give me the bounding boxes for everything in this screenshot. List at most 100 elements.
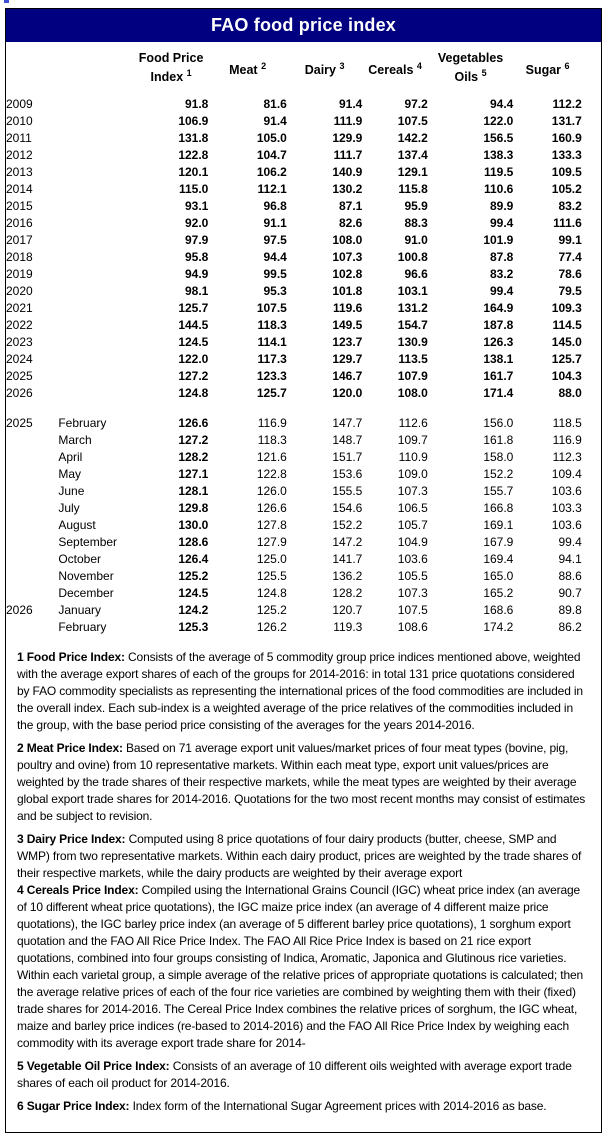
value-cell: 112.1: [257, 181, 287, 196]
value-cell: 122.8: [256, 466, 287, 481]
footnote: 4 Cereals Price Index: Compiled using th…: [17, 882, 590, 1052]
section-gap: [6, 401, 601, 414]
spacer-cell: [582, 248, 601, 265]
table-row: December 124.5 124.8 128.2 107.3 165.2 90.7: [6, 584, 601, 601]
value-cell: 169.1: [483, 517, 514, 532]
column-header-footnote-ref: 3: [339, 60, 345, 71]
value-cell: 125.7: [551, 351, 582, 366]
spacer-cell: [582, 282, 601, 299]
value-cell: 155.5: [332, 483, 363, 498]
value-cell: 96.8: [263, 198, 287, 213]
year-cell: 2013: [6, 164, 33, 179]
month-cell: June: [58, 483, 85, 498]
month-cell: [58, 146, 134, 163]
value-cell: 127.2: [178, 368, 209, 383]
year-cell: 2026: [6, 602, 33, 617]
column-header: Sugar 6: [525, 60, 570, 78]
year-cell: 2021: [6, 300, 33, 315]
spacer-cell: [582, 601, 601, 618]
spacer-cell: [582, 146, 601, 163]
value-cell: 131.7: [551, 113, 582, 128]
value-cell: 97.5: [263, 232, 287, 247]
spacer-column: [582, 42, 601, 95]
value-cell: 125.7: [178, 300, 209, 315]
value-cell: 126.6: [178, 415, 209, 430]
value-cell: 133.3: [551, 147, 582, 162]
column-header: Vegetables Oils 5: [437, 51, 504, 85]
value-cell: 99.5: [263, 266, 287, 281]
page-title: FAO food price index: [210, 15, 397, 35]
value-cell: 105.0: [256, 130, 287, 145]
month-cell: [58, 333, 134, 350]
month-cell: [58, 350, 134, 367]
value-cell: 89.9: [490, 198, 514, 213]
spacer-cell: [582, 567, 601, 584]
year-cell: 2018: [6, 249, 33, 264]
value-cell: 94.9: [184, 266, 209, 281]
month-cell: March: [58, 432, 92, 447]
value-cell: 119.6: [332, 300, 363, 315]
table-row: 2015 93.1 96.8 87.1 95.9 89.9 83.2: [6, 197, 601, 214]
value-cell: 120.1: [178, 164, 209, 179]
value-cell: 105.5: [397, 568, 428, 583]
value-cell: 138.1: [483, 351, 514, 366]
value-cell: 160.9: [551, 130, 582, 145]
value-cell: 107.3: [332, 249, 363, 264]
value-cell: 126.0: [256, 483, 287, 498]
column-header-footnote-ref: 4: [416, 60, 422, 71]
value-cell: 108.6: [397, 619, 428, 634]
value-cell: 112.2: [552, 96, 582, 111]
year-cell: [6, 482, 58, 499]
value-cell: 128.1: [178, 483, 209, 498]
value-cell: 101.8: [332, 283, 363, 298]
value-cell: 111.9: [333, 113, 363, 128]
value-cell: 126.6: [256, 500, 287, 515]
value-cell: 149.5: [332, 317, 363, 332]
year-cell: 2009: [6, 96, 33, 111]
spacer-cell: [582, 231, 601, 248]
value-cell: 127.8: [256, 517, 287, 532]
value-cell: 136.2: [332, 568, 363, 583]
footnote: 2 Meat Price Index: Based on 71 average …: [17, 740, 590, 825]
value-cell: 107.9: [397, 368, 428, 383]
value-cell: 125.0: [256, 551, 287, 566]
value-cell: 91.4: [263, 113, 287, 128]
value-cell: 108.0: [332, 232, 363, 247]
value-cell: 106.2: [256, 164, 287, 179]
value-cell: 106.9: [178, 113, 209, 128]
spacer-cell: [582, 265, 601, 282]
value-cell: 166.8: [483, 500, 514, 515]
year-cell: 2019: [6, 266, 33, 281]
value-cell: 124.5: [178, 585, 209, 600]
value-cell: 102.8: [332, 266, 363, 281]
table-row: March 127.2 118.3 148.7 109.7 161.8 116.9: [6, 431, 601, 448]
value-cell: 126.3: [483, 334, 514, 349]
year-cell: 2017: [6, 232, 33, 247]
value-cell: 118.5: [552, 415, 582, 430]
value-cell: 88.0: [558, 385, 582, 400]
month-cell: [58, 197, 134, 214]
month-cell: September: [58, 534, 118, 549]
month-cell: [58, 282, 134, 299]
footnote-lead: 2 Meat Price Index:: [17, 741, 123, 755]
table-header: Food Price Index 1 Meat 2 Dairy 3 Cereals 4 V…: [6, 42, 601, 95]
value-cell: 148.7: [332, 432, 363, 447]
value-cell: 119.3: [333, 619, 363, 634]
value-cell: 106.5: [397, 500, 428, 515]
spacer-cell: [582, 482, 601, 499]
spacer-cell: [582, 618, 601, 635]
value-cell: 128.2: [332, 585, 363, 600]
value-cell: 167.9: [483, 534, 514, 549]
table-row: 2021 125.7 107.5 119.6 131.2 164.9 109.3: [6, 299, 601, 316]
value-cell: 129.7: [332, 351, 363, 366]
value-cell: 110.9: [398, 449, 428, 464]
value-cell: 118.3: [257, 432, 287, 447]
month-cell: November: [58, 568, 114, 583]
year-cell: 2023: [6, 334, 33, 349]
value-cell: 87.1: [339, 198, 363, 213]
spacer-cell: [582, 499, 601, 516]
year-cell: [6, 499, 58, 516]
spacer-cell: [582, 431, 601, 448]
table-row: 2010 106.9 91.4 111.9 107.5 122.0 131.7: [6, 112, 601, 129]
value-cell: 91.8: [184, 96, 209, 111]
